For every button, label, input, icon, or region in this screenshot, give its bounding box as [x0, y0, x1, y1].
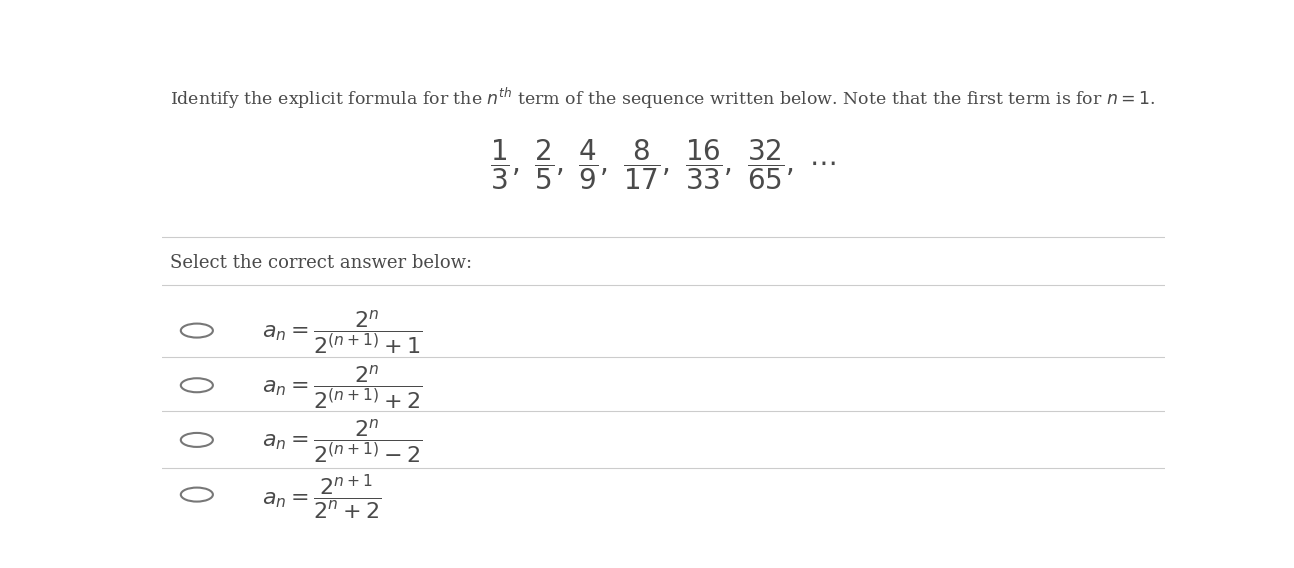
Text: $\dfrac{1}{3},\ \dfrac{2}{5},\ \dfrac{4}{9},\ \dfrac{8}{17},\ \dfrac{16}{33},\ \: $\dfrac{1}{3},\ \dfrac{2}{5},\ \dfrac{4}… — [490, 137, 836, 192]
Text: Identify the explicit formula for the $n^{th}$ term of the sequence written belo: Identify the explicit formula for the $n… — [170, 86, 1156, 111]
Text: $a_n = \dfrac{2^n}{2^{(n+1)}+2}$: $a_n = \dfrac{2^n}{2^{(n+1)}+2}$ — [261, 363, 423, 412]
Text: $a_n = \dfrac{2^n}{2^{(n+1)}+1}$: $a_n = \dfrac{2^n}{2^{(n+1)}+1}$ — [261, 308, 423, 357]
Text: $a_n = \dfrac{2^n}{2^{(n+1)}-2}$: $a_n = \dfrac{2^n}{2^{(n+1)}-2}$ — [261, 418, 423, 466]
Text: $a_n = \dfrac{2^{n+1}}{2^n+2}$: $a_n = \dfrac{2^{n+1}}{2^n+2}$ — [261, 473, 382, 521]
Text: Select the correct answer below:: Select the correct answer below: — [170, 254, 472, 272]
